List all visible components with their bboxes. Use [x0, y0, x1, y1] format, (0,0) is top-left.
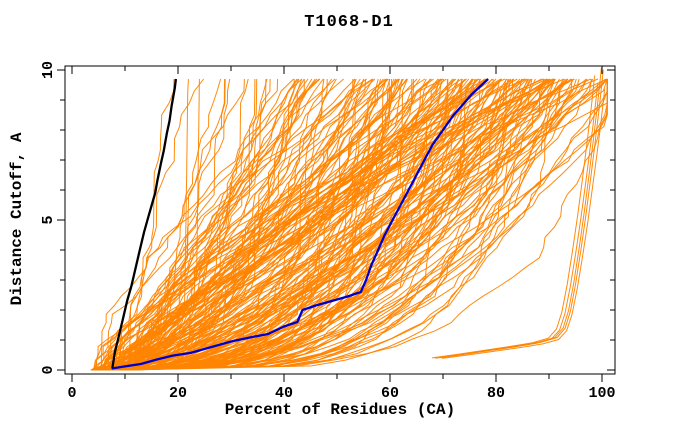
model-curve	[117, 78, 256, 371]
model-curve	[119, 78, 400, 371]
model-curve	[103, 78, 592, 371]
model-curve	[123, 78, 536, 371]
model-curve	[103, 78, 486, 371]
y-tick-label: 5	[40, 215, 57, 224]
x-tick-label: 20	[169, 385, 187, 402]
model-curve	[124, 78, 476, 371]
model-curve	[92, 78, 580, 371]
model-curve	[117, 78, 545, 371]
x-tick-label: 40	[275, 385, 293, 402]
model-curve	[91, 79, 608, 371]
model-curve	[109, 78, 381, 371]
model-curve	[97, 78, 439, 371]
model-curve	[116, 78, 449, 371]
model-curve	[123, 78, 391, 371]
model-curve	[129, 78, 365, 371]
model-curve	[124, 78, 395, 371]
model-curve	[102, 78, 441, 371]
y-axis-label: Distance Cutoff, A	[8, 132, 26, 305]
model-curve	[129, 78, 556, 371]
model-curve	[116, 78, 397, 371]
outlier-curve	[441, 88, 606, 359]
model-curve	[110, 78, 549, 371]
curves-layer	[90, 67, 608, 371]
model-curve	[94, 78, 373, 371]
model-curve	[113, 78, 556, 371]
x-tick-label: 100	[588, 385, 615, 402]
outlier-curve	[440, 69, 604, 359]
model-curve	[103, 79, 608, 371]
model-curve	[126, 78, 459, 371]
model-curve	[97, 79, 608, 371]
model-curve	[102, 78, 592, 371]
model-curve	[118, 78, 529, 371]
model-curve	[109, 78, 245, 371]
model-curve	[91, 78, 303, 371]
model-curve	[101, 78, 367, 371]
model-curve	[98, 78, 445, 371]
model-curve	[106, 78, 606, 371]
model-curve	[114, 78, 403, 371]
model-curve	[119, 78, 344, 371]
model-curve	[92, 78, 431, 371]
model-curve	[119, 78, 508, 371]
x-tick-label: 0	[67, 385, 76, 402]
y-tick-label: 10	[40, 61, 57, 79]
model-curve	[127, 78, 175, 371]
model-curve	[96, 78, 547, 371]
x-tick-label: 80	[487, 385, 505, 402]
model-curve	[123, 78, 298, 371]
model-curve	[106, 78, 473, 371]
model-curve	[99, 78, 279, 371]
model-curve	[93, 78, 494, 371]
model-curve	[108, 78, 258, 371]
model-curve	[108, 78, 467, 371]
model-curve	[116, 78, 568, 371]
model-curve	[126, 78, 374, 371]
model-curve	[99, 78, 569, 371]
model-curve	[120, 78, 523, 371]
model-curve	[111, 78, 463, 371]
x-axis-label: Percent of Residues (CA)	[225, 401, 455, 419]
reference-model-black-curve	[111, 78, 178, 369]
model-curve	[108, 78, 608, 371]
model-curve	[97, 78, 480, 371]
model-curve	[128, 78, 485, 371]
model-curve	[93, 78, 393, 371]
model-curve	[108, 78, 386, 371]
model-curve	[125, 78, 494, 371]
model-curve	[95, 78, 426, 371]
axes-layer: 0 20 40 60 80 100 0 5 10	[40, 61, 616, 402]
model-curve	[94, 78, 387, 371]
model-curve	[126, 78, 568, 371]
model-curve	[119, 78, 481, 371]
model-curve	[105, 78, 554, 371]
model-curve	[107, 78, 303, 371]
model-curve	[100, 78, 294, 371]
model-curve	[112, 78, 497, 371]
model-curve	[106, 78, 457, 371]
chart-title: T1068-D1	[304, 13, 394, 32]
x-tick-label: 60	[381, 385, 399, 402]
selected-model-blue-curve	[111, 78, 489, 370]
model-curve	[104, 78, 588, 371]
model-curve	[119, 78, 336, 371]
model-curve	[115, 78, 267, 371]
model-curve	[117, 78, 442, 371]
y-tick-label: 0	[40, 365, 57, 374]
model-curve	[125, 78, 509, 371]
